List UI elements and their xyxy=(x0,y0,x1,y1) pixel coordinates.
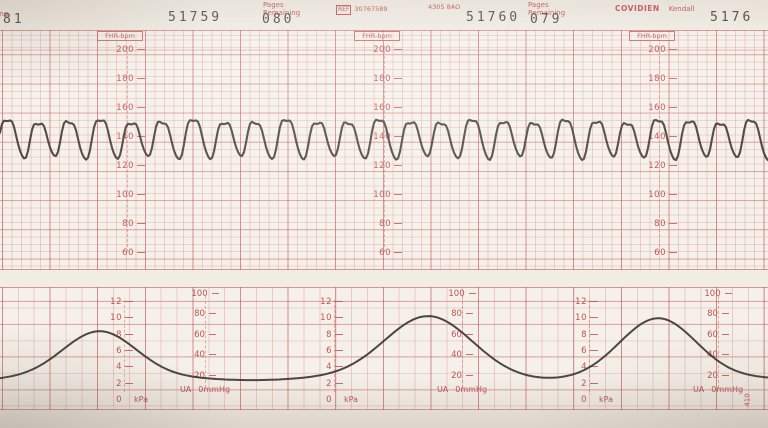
fhr-tick: 160 xyxy=(352,102,402,113)
ua-mmhg-scale-column: 100 80 60 40 20 UA 0mmHg xyxy=(424,288,500,408)
kpa-tick: 10 xyxy=(298,312,362,323)
kpa-tick: 6 xyxy=(553,345,617,356)
fhr-tick: 180 xyxy=(95,73,145,84)
ua-kpa-scale-column: 12 10 8 6 4 2 0 kPa xyxy=(298,288,362,408)
mmhg-tick: 60 xyxy=(680,329,756,340)
fhr-tick: 80 xyxy=(627,218,677,229)
ref-label: REF xyxy=(336,5,352,15)
kpa-tick: 8 xyxy=(553,329,617,340)
mmhg-tick: 20 xyxy=(424,370,500,381)
kpa-tick: 10 xyxy=(553,312,617,323)
kpa-tick: 4 xyxy=(298,361,362,372)
mmhg-tick: 60 xyxy=(167,329,243,340)
model-number: 4305 8AO xyxy=(428,3,461,11)
side-page-number: 410 xyxy=(743,393,752,407)
pages-remaining-count: 079 xyxy=(530,12,563,27)
kpa-tick: 6 xyxy=(298,345,362,356)
fhr-tick: 100 xyxy=(352,189,402,200)
kpa-tick: 8 xyxy=(298,329,362,340)
fhr-tick: 200 xyxy=(95,44,145,55)
fhr-tick: 60 xyxy=(627,247,677,258)
kpa-tick: 4 xyxy=(88,361,152,372)
pages-remaining-label: Pages Remaining xyxy=(0,10,9,18)
kpa-zero-tick: 0 kPa xyxy=(116,394,148,405)
ua-kpa-scale-column: 12 10 8 6 4 2 0 kPa xyxy=(553,288,617,408)
fhr-tick: 140 xyxy=(352,131,402,142)
kpa-tick: 8 xyxy=(88,329,152,340)
fhr-tick: 120 xyxy=(352,160,402,171)
kpa-tick: 2 xyxy=(88,378,152,389)
kpa-zero-tick: 0 kPa xyxy=(326,394,358,405)
fhr-tick: 160 xyxy=(95,102,145,113)
page-number: 5176 xyxy=(710,10,754,25)
mmhg-tick: 100 xyxy=(424,288,500,299)
fhr-tick: 100 xyxy=(627,189,677,200)
fhr-scale-column: FHR-bpm 200 180 160 140 120 100 80 60 xyxy=(95,30,145,268)
ua-kpa-scale-column: 12 10 8 6 4 2 0 kPa xyxy=(88,288,152,408)
fhr-tick: 140 xyxy=(627,131,677,142)
fhr-tick: 180 xyxy=(352,73,402,84)
ua-mmhg-scale-column: 100 80 60 40 20 UA 0mmHg xyxy=(167,288,243,408)
mmhg-tick: 80 xyxy=(680,308,756,319)
mmhg-tick: 80 xyxy=(167,308,243,319)
mmhg-tick: 40 xyxy=(680,349,756,360)
page-number: 51760 xyxy=(466,10,521,25)
ref-number: REF 30767589 xyxy=(336,5,388,15)
fhr-scale-column: FHR-bpm 200 180 160 140 120 100 80 60 xyxy=(352,30,402,268)
fhr-scale-column: FHR-bpm 200 180 160 140 120 100 80 60 xyxy=(627,30,677,268)
fhr-tick: 80 xyxy=(352,218,402,229)
mmhg-tick: 100 xyxy=(680,288,756,299)
pages-remaining-label: Pages Remaining xyxy=(263,1,301,17)
fhr-tick: 80 xyxy=(95,218,145,229)
pages-remaining-count: 080 xyxy=(262,12,295,27)
kpa-tick: 6 xyxy=(88,345,152,356)
kpa-tick: 12 xyxy=(553,296,617,307)
ua-zero-label: UA 0mmHg xyxy=(692,385,744,394)
mmhg-tick: 40 xyxy=(424,349,500,360)
mmhg-tick: 20 xyxy=(167,370,243,381)
mmhg-tick: 60 xyxy=(424,329,500,340)
mmhg-tick: 20 xyxy=(680,370,756,381)
page-number: 51759 xyxy=(168,10,223,25)
fhr-tick: 120 xyxy=(95,160,145,171)
fhr-tick: 100 xyxy=(95,189,145,200)
kpa-tick: 4 xyxy=(553,361,617,372)
kpa-zero-tick: 0 kPa xyxy=(581,394,613,405)
fhr-tick: 60 xyxy=(352,247,402,258)
ua-mmhg-scale-column: 100 80 60 40 20 UA 0mmHg xyxy=(680,288,756,408)
kpa-tick: 2 xyxy=(553,378,617,389)
fhr-tick: 160 xyxy=(627,102,677,113)
mmhg-tick: 80 xyxy=(424,308,500,319)
brand-kendall: Kendall xyxy=(668,5,695,13)
brand-text: COVIDIEN Kendall xyxy=(615,4,695,14)
kpa-tick: 10 xyxy=(88,312,152,323)
fhr-tick: 180 xyxy=(627,73,677,84)
brand-covidien: COVIDIEN xyxy=(615,4,660,13)
mmhg-tick: 40 xyxy=(167,349,243,360)
fhr-tick: 200 xyxy=(352,44,402,55)
kpa-tick: 12 xyxy=(298,296,362,307)
fhr-tick: 200 xyxy=(627,44,677,55)
fhr-tick: 60 xyxy=(95,247,145,258)
fhr-tick: 140 xyxy=(95,131,145,142)
fhr-tick: 120 xyxy=(627,160,677,171)
fhr-axis-title: FHR-bpm xyxy=(97,31,143,41)
pages-remaining-count: 81 xyxy=(3,12,25,27)
ua-zero-label: UA 0mmHg xyxy=(179,385,231,394)
fhr-axis-title: FHR-bpm xyxy=(629,31,675,41)
fhr-axis-title: FHR-bpm xyxy=(354,31,400,41)
ua-zero-label: UA 0mmHg xyxy=(436,385,488,394)
kpa-tick: 12 xyxy=(88,296,152,307)
mmhg-tick: 100 xyxy=(167,288,243,299)
kpa-tick: 2 xyxy=(298,378,362,389)
pages-remaining-label: Pages Remaining xyxy=(528,1,566,17)
